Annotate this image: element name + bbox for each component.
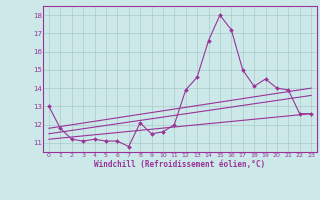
X-axis label: Windchill (Refroidissement éolien,°C): Windchill (Refroidissement éolien,°C) [94,160,266,169]
